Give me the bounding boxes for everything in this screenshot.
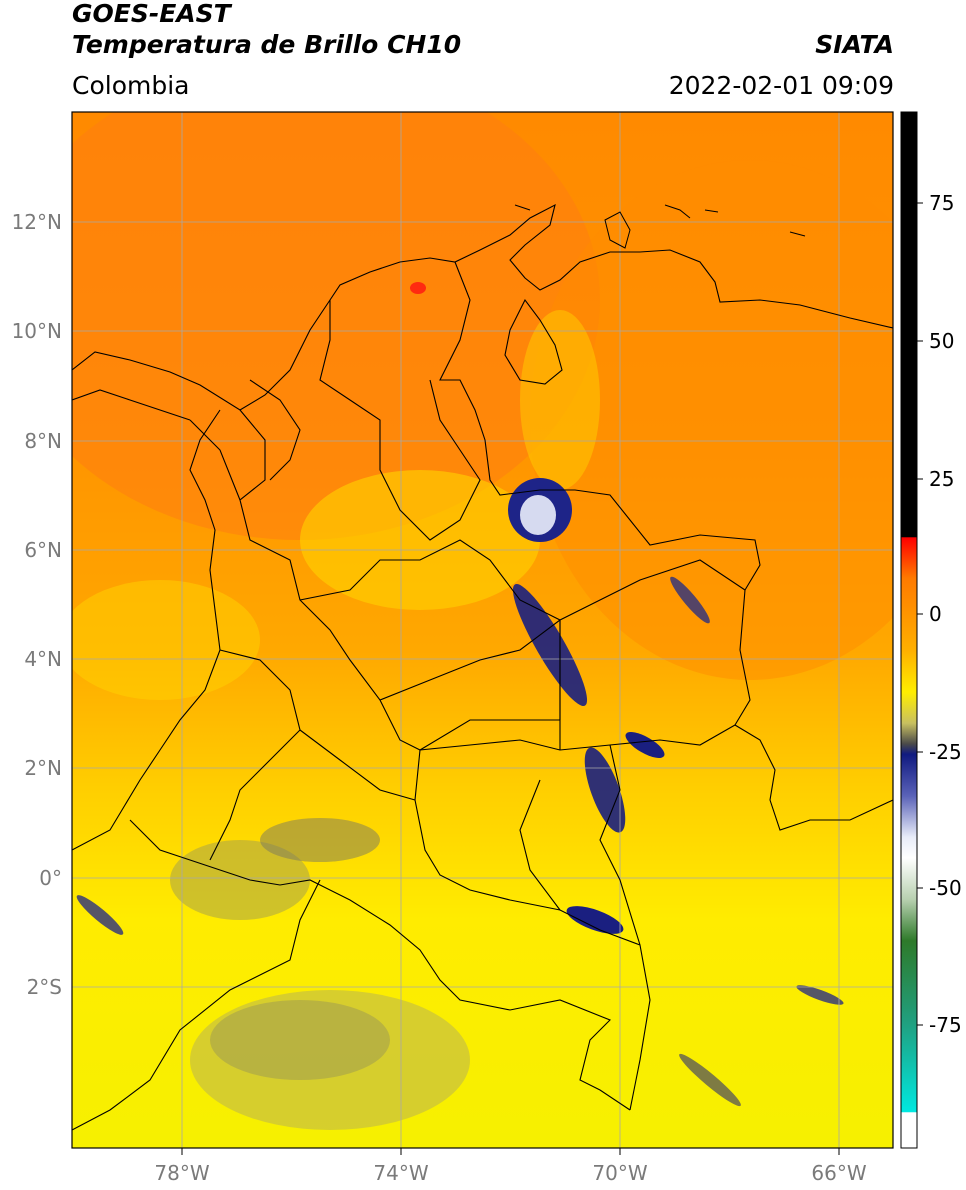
lat-label-12n: 12°N (12, 210, 62, 234)
lat-label-2s: 2°S (27, 975, 62, 999)
colorbar (900, 111, 918, 1149)
lon-label-70w: 70°W (592, 1161, 647, 1185)
colorbar-tick-neg75: -75 (929, 1013, 962, 1037)
lat-label-6n: 6°N (24, 538, 62, 562)
lon-label-74w: 74°W (373, 1161, 428, 1185)
lat-label-0: 0° (39, 866, 62, 890)
colorbar-tick-neg25: -25 (929, 740, 962, 764)
lat-label-2n: 2°N (24, 756, 62, 780)
timestamp: 2022-02-01 09:09 (668, 71, 894, 100)
lat-label-8n: 8°N (24, 429, 62, 453)
colorbar-tick-25: 25 (929, 467, 954, 491)
satellite-image (72, 112, 893, 1148)
region-label: Colombia (72, 71, 190, 100)
lat-label-4n: 4°N (24, 647, 62, 671)
graticule (72, 112, 893, 1148)
map-frame (71, 111, 894, 1149)
colorbar-tick-50: 50 (929, 329, 954, 353)
colorbar-tick-0: 0 (929, 602, 942, 626)
lat-label-10n: 10°N (12, 319, 62, 343)
lon-label-78w: 78°W (154, 1161, 209, 1185)
islands (514, 204, 806, 249)
agency-label: SIATA (815, 30, 894, 59)
colorbar-tick-neg50: -50 (929, 876, 962, 900)
title-line-2: Temperatura de Brillo CH10 (72, 30, 462, 59)
title-line-1: GOES-EAST (72, 0, 231, 28)
borders (72, 203, 893, 1131)
colorbar-tick-75: 75 (929, 191, 954, 215)
lon-label-66w: 66°W (811, 1161, 866, 1185)
